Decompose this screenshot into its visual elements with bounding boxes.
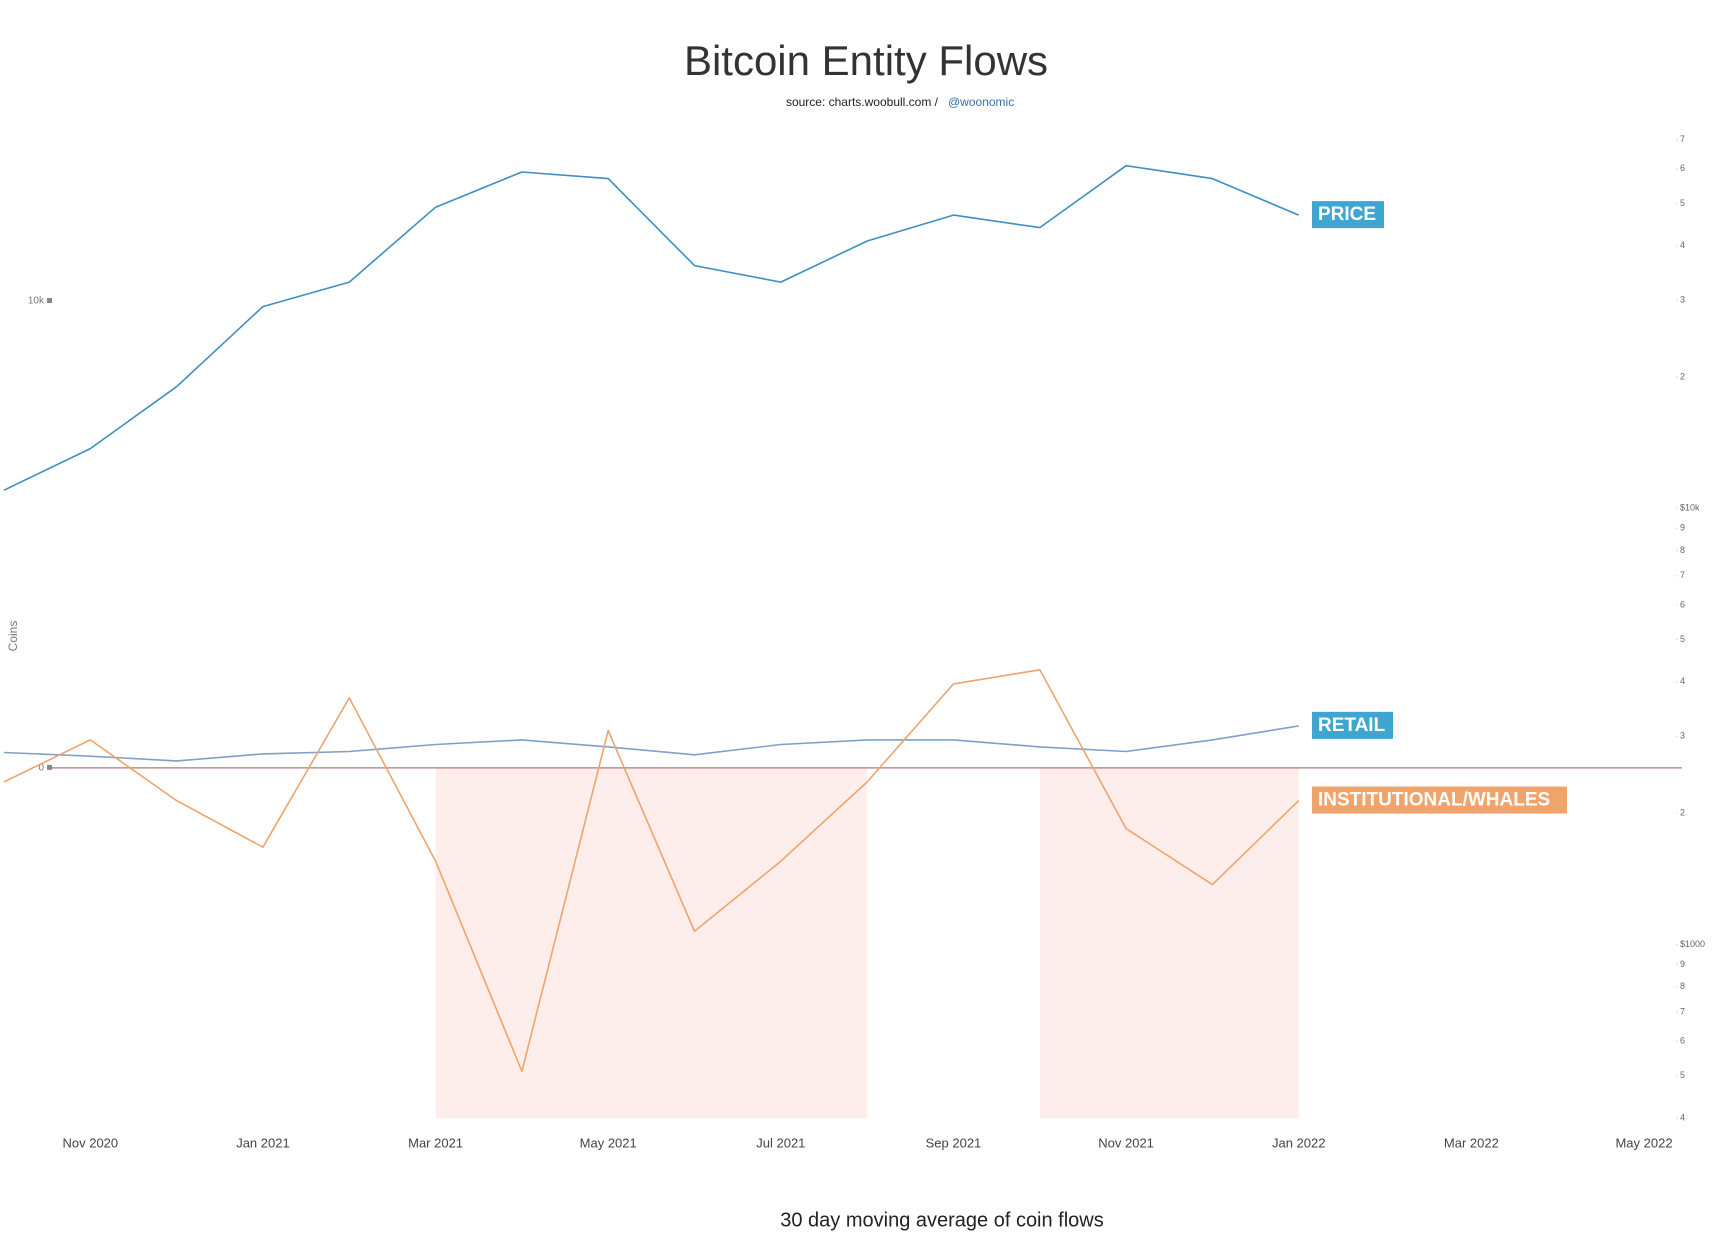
series-tag-box xyxy=(1312,711,1393,739)
y2-tick-label: 6 xyxy=(1680,599,1685,609)
y2-tick-label: 5 xyxy=(1680,1070,1685,1080)
series-line xyxy=(3,669,1300,1073)
x-tick-label: Sep 2021 xyxy=(926,1135,982,1150)
y2-tick-label: 3 xyxy=(1680,731,1685,741)
series-tag: PRICE xyxy=(1318,204,1376,225)
x-tick-label: Mar 2021 xyxy=(408,1135,463,1150)
y2-tick-label: 2 xyxy=(1680,371,1685,381)
y2-tick-label: 7 xyxy=(1680,570,1685,580)
y2-tick-label: 6 xyxy=(1680,163,1685,173)
y-tick-mark xyxy=(47,764,52,770)
series-line xyxy=(3,725,1299,762)
y2-tick-label: 9 xyxy=(1680,523,1685,533)
y-tick-label: 10k xyxy=(28,296,45,307)
y2-tick-label: 8 xyxy=(1680,545,1685,555)
series-tag-box xyxy=(1312,786,1567,814)
series-tag: INSTITUTIONAL/WHALES xyxy=(1318,790,1550,811)
chart-subtitle: source: charts.woobull.com / xyxy=(786,95,939,109)
y2-tick-label: 9 xyxy=(1680,959,1685,969)
shaded-region xyxy=(1039,767,1299,1118)
y2-tick-label: 2 xyxy=(1680,808,1685,818)
series-tag: RETAIL xyxy=(1318,715,1386,736)
y-axis-title: Coins xyxy=(6,621,20,652)
x-tick-label: Mar 2022 xyxy=(1444,1135,1499,1150)
y2-tick-label: 4 xyxy=(1680,1112,1685,1122)
y2-tick-label: 4 xyxy=(1680,240,1685,250)
y2-tick-label: 5 xyxy=(1680,198,1685,208)
y2-tick-label: $10k xyxy=(1680,503,1700,513)
y2-tick-label: $1000 xyxy=(1680,939,1705,949)
y2-tick-label: 3 xyxy=(1680,295,1685,305)
y2-tick-label: 7 xyxy=(1680,1006,1685,1016)
x-tick-label: Jan 2022 xyxy=(1272,1135,1326,1150)
chart-title: Bitcoin Entity Flows xyxy=(684,37,1048,84)
y2-tick-label: 5 xyxy=(1680,634,1685,644)
x-tick-label: Jul 2021 xyxy=(756,1135,805,1150)
x-tick-label: May 2022 xyxy=(1615,1135,1672,1150)
y-tick-label: 0 xyxy=(38,763,44,774)
x-tick-label: May 2021 xyxy=(580,1135,637,1150)
y2-tick-label: 8 xyxy=(1680,981,1685,991)
series-tag-box xyxy=(1312,201,1384,229)
x-tick-label: Nov 2020 xyxy=(62,1135,118,1150)
shaded-region xyxy=(435,767,868,1118)
y2-tick-label: 7 xyxy=(1680,134,1685,144)
y2-tick-label: 6 xyxy=(1680,1036,1685,1046)
caption: 30 day moving average of coin flows xyxy=(780,1209,1104,1231)
series-line xyxy=(3,164,1300,491)
y-tick-mark xyxy=(47,298,52,304)
x-tick-label: Nov 2021 xyxy=(1098,1135,1154,1150)
subtitle-link[interactable]: @woonomic xyxy=(948,95,1014,109)
x-tick-label: Jan 2021 xyxy=(236,1135,290,1150)
y2-tick-label: 4 xyxy=(1680,676,1685,686)
